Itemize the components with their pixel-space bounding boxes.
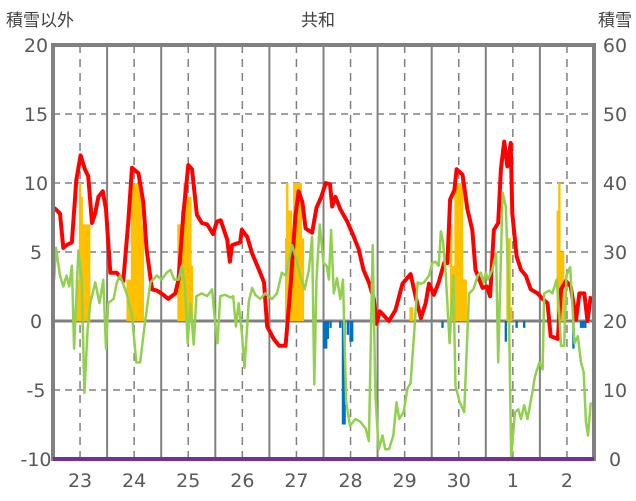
y2-tick-label: 30	[603, 242, 627, 264]
green-line-series	[52, 191, 593, 458]
y-tick-label: 0	[30, 311, 42, 333]
x-tick-label: 30	[447, 470, 471, 492]
y-tick-label: -10	[20, 449, 51, 471]
orange-bar	[130, 183, 134, 321]
blue-bar	[341, 321, 345, 425]
blue-bar	[329, 321, 332, 328]
blue-bar	[350, 321, 354, 342]
y2-tick-label: 10	[603, 380, 627, 402]
x-tick-label: 25	[176, 470, 200, 492]
orange-bar	[464, 279, 467, 321]
orange-bar	[189, 196, 192, 321]
orange-bar	[556, 210, 559, 321]
orange-bar	[456, 183, 459, 321]
orange-bar	[558, 183, 561, 321]
orange-bar	[510, 307, 513, 321]
orange-bar	[411, 307, 414, 321]
orange-bar	[297, 183, 300, 321]
orange-bar	[295, 183, 298, 321]
x-tick-label: 1	[507, 470, 519, 492]
orange-bar	[508, 238, 511, 321]
blue-bar	[523, 321, 526, 328]
blue-bar	[584, 321, 587, 328]
right-axis-title: 積雪	[598, 11, 632, 31]
orange-bar	[139, 183, 142, 321]
orange-bar	[80, 196, 83, 321]
blue-bar	[581, 321, 585, 328]
blue-bar	[515, 321, 518, 328]
orange-bar	[454, 183, 457, 321]
orange-bar	[141, 224, 144, 321]
y2-tick-label: 0	[609, 449, 621, 471]
orange-bar	[449, 224, 453, 321]
x-tick-label: 26	[230, 470, 254, 492]
orange-bar	[88, 224, 91, 321]
y-tick-label: -5	[27, 380, 46, 402]
x-tick-label: 23	[68, 470, 92, 492]
orange-bar	[460, 183, 464, 321]
y-tick-label: 10	[24, 173, 48, 195]
blue-bar	[349, 321, 352, 342]
y2-tick-label: 60	[603, 35, 627, 57]
x-tick-label: 27	[284, 470, 308, 492]
y2-tick-label: 40	[603, 173, 627, 195]
left-axis-title: 積雪以外	[6, 11, 74, 31]
x-tick-label: 28	[338, 470, 362, 492]
y2-tick-label: 50	[603, 104, 627, 126]
orange-bar	[84, 224, 87, 321]
orange-bar	[409, 307, 412, 321]
orange-bar	[86, 224, 89, 321]
orange-bar	[286, 183, 289, 321]
blue-bar	[339, 321, 342, 328]
y-tick-label: 20	[24, 35, 48, 57]
y-tick-label: 5	[30, 242, 42, 264]
blue-bar	[504, 321, 508, 342]
blue-bar	[325, 321, 328, 349]
orange-bar	[299, 183, 302, 321]
blue-bar	[326, 321, 330, 339]
series-lines	[52, 139, 593, 458]
blue-bar	[579, 321, 583, 328]
red-line-series	[52, 139, 593, 348]
orange-bar	[190, 265, 194, 321]
orange-bar	[78, 183, 82, 321]
orange-bar	[137, 183, 140, 321]
y2-tick-label: 20	[603, 311, 627, 333]
orange-bar	[82, 224, 85, 321]
orange-bar	[187, 196, 190, 321]
chart-title: 共和	[301, 11, 335, 31]
orange-bar	[183, 183, 186, 321]
blue-bar	[346, 321, 350, 335]
orange-bar	[128, 279, 132, 321]
orange-bar	[462, 279, 466, 321]
orange-bar	[301, 238, 305, 321]
x-tick-label: 29	[393, 470, 417, 492]
x-tick-label: 2	[561, 470, 573, 492]
orange-bar	[185, 183, 188, 321]
orange-bar	[132, 183, 136, 321]
orange-bar	[458, 183, 462, 321]
x-tick-label: 24	[122, 470, 146, 492]
y-tick-label: 15	[24, 104, 48, 126]
blue-bar	[322, 321, 326, 349]
blue-bar	[441, 321, 444, 328]
orange-bar	[135, 183, 138, 321]
